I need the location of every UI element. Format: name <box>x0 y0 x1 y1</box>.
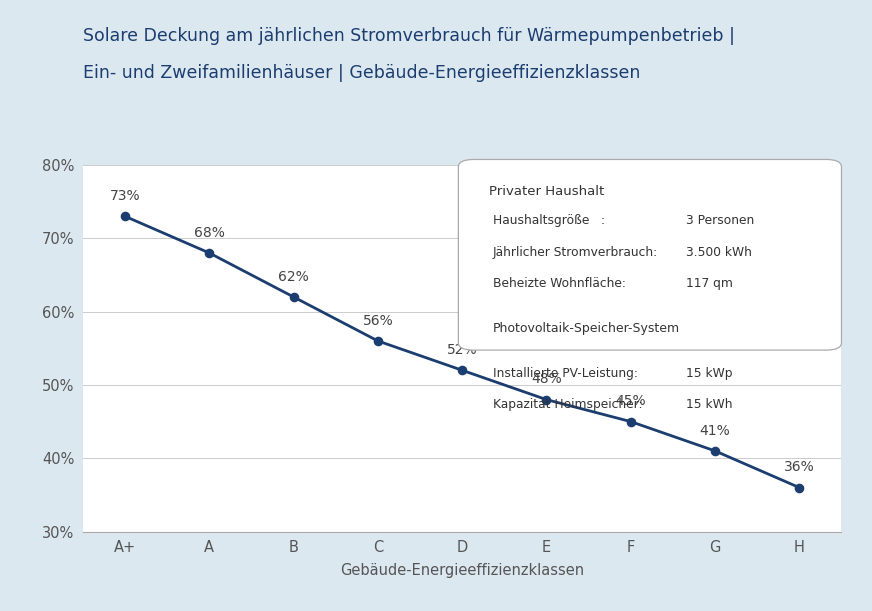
Text: 117 qm: 117 qm <box>686 277 732 290</box>
Point <box>455 365 469 375</box>
Text: 3.500 kWh: 3.500 kWh <box>686 246 752 258</box>
Point <box>371 336 385 346</box>
Point <box>287 292 301 302</box>
Text: Photovoltaik-Speicher-System: Photovoltaik-Speicher-System <box>493 322 679 335</box>
Text: Privater Haushalt: Privater Haushalt <box>488 185 604 198</box>
Point <box>708 446 722 456</box>
Text: Solare Deckung am jährlichen Stromverbrauch für Wärmepumpenbetrieb |: Solare Deckung am jährlichen Stromverbra… <box>83 27 735 45</box>
Text: 3 Personen: 3 Personen <box>686 214 754 227</box>
Text: Installierte PV-Leistung:: Installierte PV-Leistung: <box>493 367 637 380</box>
Text: 48%: 48% <box>531 372 562 386</box>
Text: 73%: 73% <box>110 189 140 203</box>
Text: 62%: 62% <box>278 269 309 284</box>
Text: Beheizte Wohnfläche:: Beheizte Wohnfläche: <box>493 277 625 290</box>
Text: 15 kWh: 15 kWh <box>686 398 732 411</box>
Text: Haushaltsgröße   :: Haushaltsgröße : <box>493 214 604 227</box>
Point <box>540 395 554 404</box>
Text: 52%: 52% <box>446 343 478 357</box>
X-axis label: Gebäude-Energieeffizienzklassen: Gebäude-Energieeffizienzklassen <box>340 563 584 578</box>
Text: 56%: 56% <box>363 313 393 327</box>
Point <box>202 248 216 258</box>
Text: 41%: 41% <box>699 423 731 437</box>
Text: Jährlicher Stromverbrauch:: Jährlicher Stromverbrauch: <box>493 246 657 258</box>
Text: 15 kWp: 15 kWp <box>686 367 732 380</box>
Text: 45%: 45% <box>616 394 646 408</box>
Point <box>118 211 132 221</box>
Text: Ein- und Zweifamilienhäuser | Gebäude-Energieeffizienzklassen: Ein- und Zweifamilienhäuser | Gebäude-En… <box>83 64 640 82</box>
Text: Kapazität Heimspeicher:: Kapazität Heimspeicher: <box>493 398 642 411</box>
Point <box>793 483 807 492</box>
FancyBboxPatch shape <box>459 159 841 350</box>
Point <box>623 417 637 426</box>
Text: 36%: 36% <box>784 460 814 474</box>
Text: 68%: 68% <box>194 225 225 240</box>
